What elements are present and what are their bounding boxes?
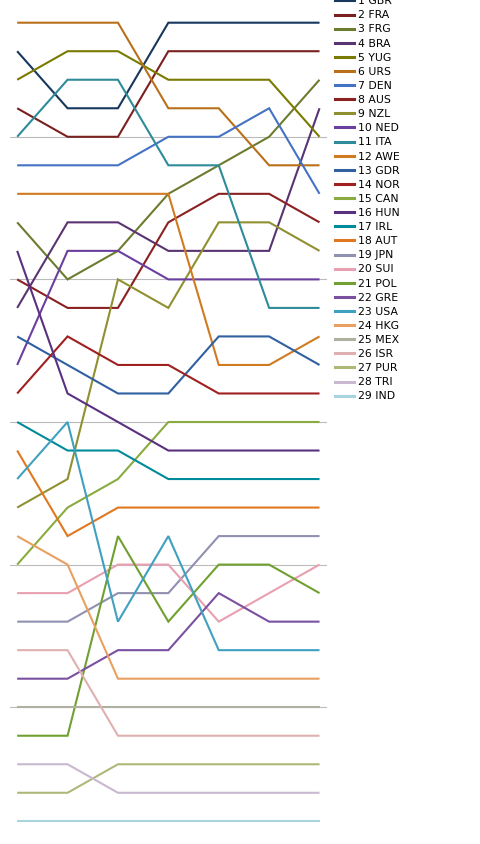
- Legend: 1 GBR, 2 FRA, 3 FRG, 4 BRA, 5 YUG, 6 URS, 7 DEN, 8 AUS, 9 NZL, 10 NED, 11 ITA, 1: 1 GBR, 2 FRA, 3 FRG, 4 BRA, 5 YUG, 6 URS…: [330, 0, 404, 406]
